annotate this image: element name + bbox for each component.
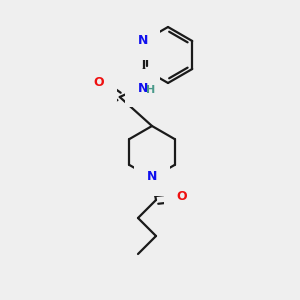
Text: N: N [147, 170, 157, 184]
Text: N: N [138, 82, 148, 94]
Text: N: N [138, 34, 148, 47]
Text: O: O [177, 190, 187, 202]
Text: O: O [93, 76, 104, 88]
Text: H: H [146, 85, 155, 95]
